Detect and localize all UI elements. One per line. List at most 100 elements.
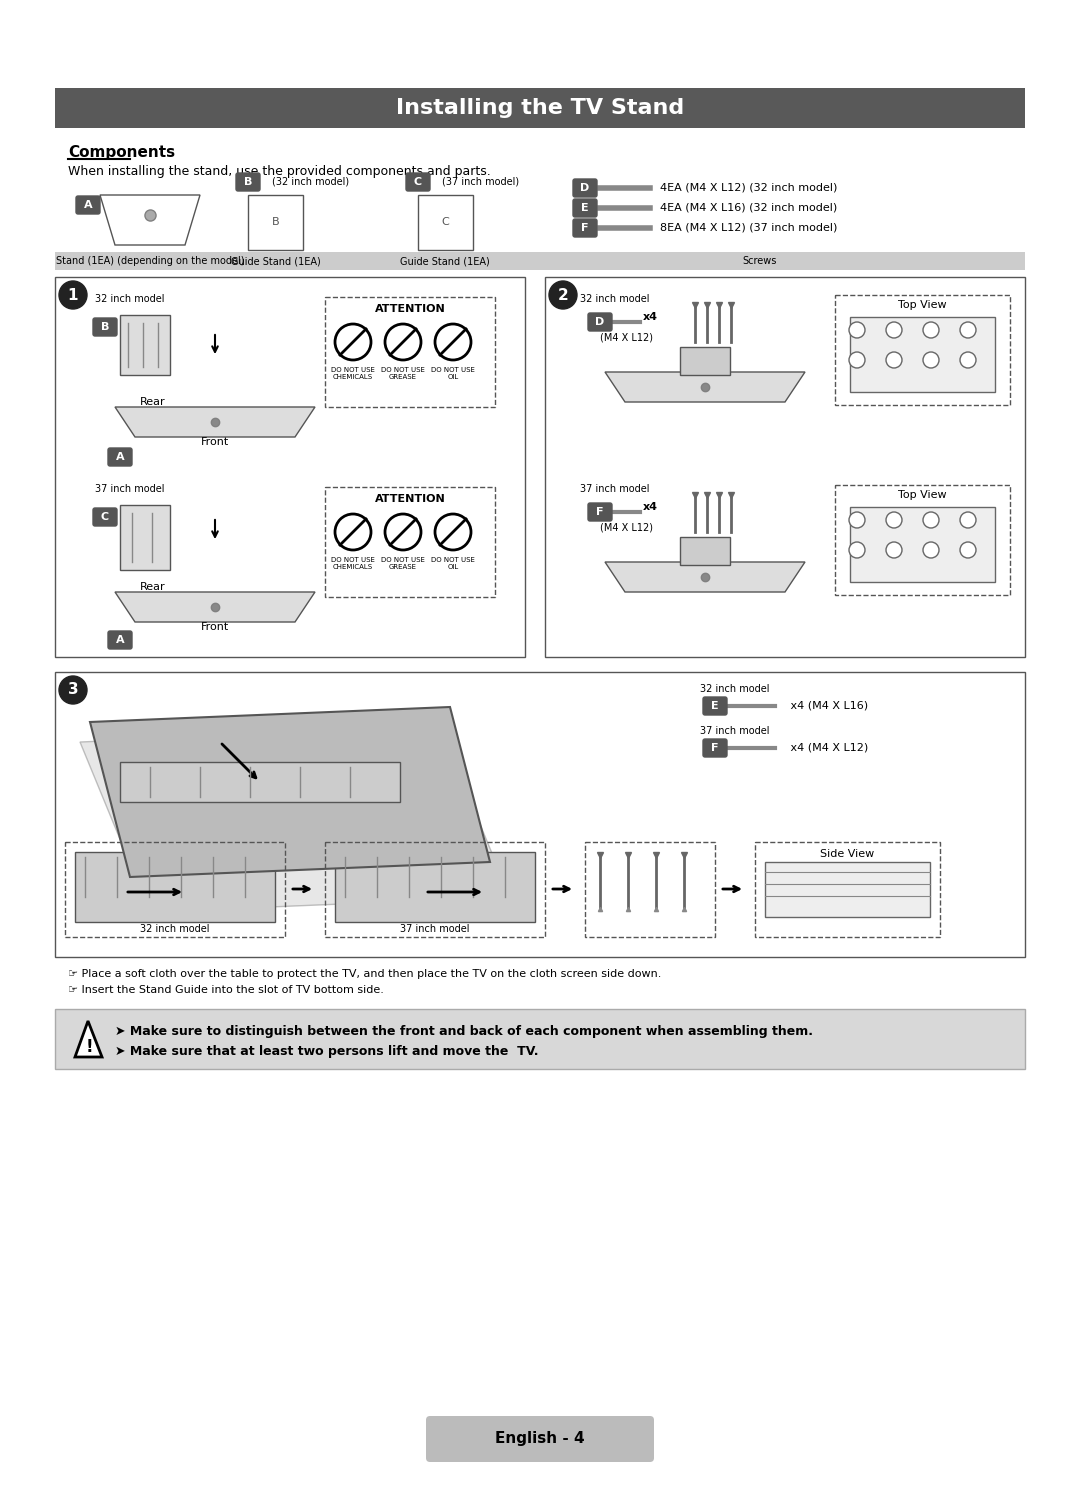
Bar bbox=[120, 315, 170, 375]
Text: ➤ Make sure to distinguish between the front and back of each component when ass: ➤ Make sure to distinguish between the f… bbox=[114, 1025, 813, 1038]
Polygon shape bbox=[605, 372, 805, 402]
Text: x4 (M4 X L16): x4 (M4 X L16) bbox=[780, 701, 868, 711]
Text: ATTENTION: ATTENTION bbox=[375, 303, 445, 314]
Text: Rear: Rear bbox=[140, 397, 165, 406]
Text: Components: Components bbox=[68, 145, 175, 160]
Text: Guide Stand (1EA): Guide Stand (1EA) bbox=[400, 255, 490, 266]
Bar bbox=[765, 862, 930, 917]
Bar bbox=[680, 347, 730, 375]
Text: E: E bbox=[712, 701, 719, 711]
FancyBboxPatch shape bbox=[93, 318, 117, 336]
Text: 37 inch model: 37 inch model bbox=[580, 484, 649, 495]
Bar bbox=[120, 762, 400, 802]
Text: x4 (M4 X L12): x4 (M4 X L12) bbox=[780, 743, 868, 753]
FancyBboxPatch shape bbox=[588, 314, 612, 332]
Text: D: D bbox=[580, 182, 590, 193]
Bar bbox=[248, 196, 303, 249]
Text: E: E bbox=[581, 203, 589, 214]
Text: Side View: Side View bbox=[821, 849, 875, 859]
Bar bbox=[325, 487, 495, 598]
FancyBboxPatch shape bbox=[426, 1416, 654, 1463]
Text: x4: x4 bbox=[643, 312, 658, 323]
Bar bbox=[680, 536, 730, 565]
Circle shape bbox=[923, 512, 939, 527]
Bar bbox=[55, 1008, 1025, 1070]
Text: B: B bbox=[272, 217, 280, 227]
Text: F: F bbox=[581, 223, 589, 233]
Text: 32 inch model: 32 inch model bbox=[95, 294, 164, 303]
Text: 37 inch model: 37 inch model bbox=[401, 923, 470, 934]
Bar bbox=[755, 843, 940, 937]
Bar bbox=[55, 276, 525, 657]
FancyBboxPatch shape bbox=[93, 508, 117, 526]
Circle shape bbox=[960, 323, 976, 338]
Text: A: A bbox=[83, 200, 92, 211]
Polygon shape bbox=[75, 1020, 102, 1056]
Text: x4: x4 bbox=[643, 502, 658, 512]
Text: ATTENTION: ATTENTION bbox=[375, 495, 445, 503]
Circle shape bbox=[886, 353, 902, 368]
Text: 32 inch model: 32 inch model bbox=[580, 294, 649, 303]
Text: 3: 3 bbox=[68, 683, 79, 698]
Text: When installing the stand, use the provided components and parts.: When installing the stand, use the provi… bbox=[68, 164, 490, 178]
FancyBboxPatch shape bbox=[573, 179, 597, 197]
Text: (M4 X L12): (M4 X L12) bbox=[600, 332, 653, 342]
Polygon shape bbox=[114, 592, 315, 622]
Polygon shape bbox=[90, 707, 490, 877]
Bar bbox=[835, 294, 1010, 405]
Bar bbox=[325, 297, 495, 406]
Bar bbox=[418, 196, 473, 249]
Circle shape bbox=[849, 542, 865, 557]
Text: Screws: Screws bbox=[743, 255, 778, 266]
Bar bbox=[850, 506, 995, 583]
Text: D: D bbox=[595, 317, 605, 327]
Text: B: B bbox=[244, 176, 253, 187]
Circle shape bbox=[849, 512, 865, 527]
Text: (37 inch model): (37 inch model) bbox=[442, 176, 519, 187]
Circle shape bbox=[849, 323, 865, 338]
Bar bbox=[120, 505, 170, 571]
Circle shape bbox=[59, 675, 87, 704]
Text: 37 inch model: 37 inch model bbox=[700, 726, 769, 737]
Text: (32 inch model): (32 inch model) bbox=[272, 176, 349, 187]
Text: ☞ Insert the Stand Guide into the slot of TV bottom side.: ☞ Insert the Stand Guide into the slot o… bbox=[68, 985, 383, 995]
Bar bbox=[75, 852, 275, 922]
Bar bbox=[585, 843, 715, 937]
Text: Front: Front bbox=[201, 622, 229, 632]
Bar bbox=[55, 88, 1025, 128]
Text: 1: 1 bbox=[68, 287, 78, 302]
FancyBboxPatch shape bbox=[573, 199, 597, 217]
Text: DO NOT USE
OIL: DO NOT USE OIL bbox=[431, 557, 475, 571]
Text: C: C bbox=[441, 217, 449, 227]
Text: 2: 2 bbox=[557, 287, 568, 302]
Text: DO NOT USE
CHEMICALS: DO NOT USE CHEMICALS bbox=[332, 557, 375, 571]
Text: Installing the TV Stand: Installing the TV Stand bbox=[396, 99, 684, 118]
FancyBboxPatch shape bbox=[573, 220, 597, 238]
Bar bbox=[850, 317, 995, 391]
FancyBboxPatch shape bbox=[108, 630, 132, 648]
Text: Guide Stand (1EA): Guide Stand (1EA) bbox=[231, 255, 321, 266]
Circle shape bbox=[59, 281, 87, 309]
Circle shape bbox=[923, 323, 939, 338]
FancyBboxPatch shape bbox=[108, 448, 132, 466]
FancyBboxPatch shape bbox=[76, 196, 100, 214]
Text: DO NOT USE
CHEMICALS: DO NOT USE CHEMICALS bbox=[332, 368, 375, 379]
Text: ☞ Place a soft cloth over the table to protect the TV, and then place the TV on : ☞ Place a soft cloth over the table to p… bbox=[68, 970, 661, 979]
Text: !: ! bbox=[85, 1038, 93, 1056]
Text: A: A bbox=[116, 635, 124, 645]
Text: 32 inch model: 32 inch model bbox=[140, 923, 210, 934]
Text: Rear: Rear bbox=[140, 583, 165, 592]
Text: ➤ Make sure that at least two persons lift and move the  TV.: ➤ Make sure that at least two persons li… bbox=[114, 1044, 539, 1058]
Text: F: F bbox=[596, 506, 604, 517]
Circle shape bbox=[960, 542, 976, 557]
Text: 32 inch model: 32 inch model bbox=[700, 684, 769, 695]
Text: Stand (1EA) (depending on the model): Stand (1EA) (depending on the model) bbox=[56, 255, 244, 266]
Text: Top View: Top View bbox=[899, 490, 947, 500]
Circle shape bbox=[886, 512, 902, 527]
Circle shape bbox=[960, 512, 976, 527]
Circle shape bbox=[849, 353, 865, 368]
FancyBboxPatch shape bbox=[406, 173, 430, 191]
Circle shape bbox=[549, 281, 577, 309]
Text: DO NOT USE
GREASE: DO NOT USE GREASE bbox=[381, 557, 424, 571]
Bar bbox=[545, 276, 1025, 657]
